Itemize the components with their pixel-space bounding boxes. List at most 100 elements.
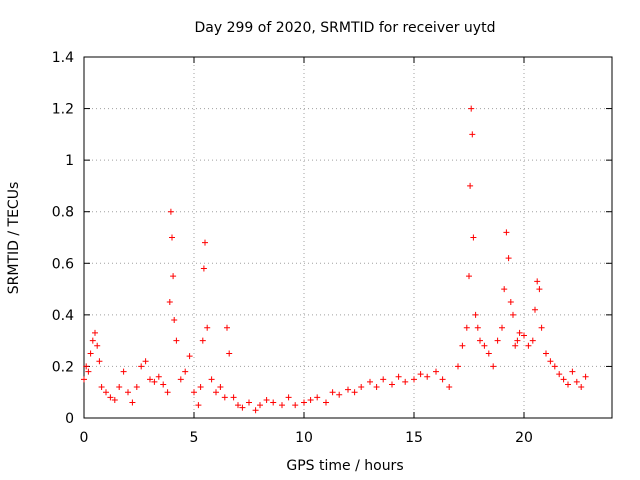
data-point [87,350,94,357]
data-point [543,350,549,357]
data-point [307,396,314,403]
data-point [98,384,105,391]
data-point [226,350,233,357]
data-point [83,363,90,370]
data-point [536,286,543,293]
data-point [367,378,373,385]
data-point [197,384,204,391]
data-point [182,368,189,375]
data-point [336,391,343,398]
data-point [195,402,202,409]
data-point [213,389,219,396]
x-tick-label: 5 [190,430,199,446]
y-tick-label: 1.4 [52,50,74,66]
axis-ticks [83,56,612,419]
data-point [246,399,252,406]
data-point [490,363,497,370]
data-point [170,273,177,280]
data-point [373,384,380,391]
data-point [503,229,510,236]
data-point [525,342,532,349]
data-point [380,376,387,383]
data-point [129,399,136,406]
data-point [551,363,558,370]
data-point [270,399,277,406]
data-point [389,381,395,388]
data-point [351,389,358,396]
data-point [239,404,246,411]
data-point [455,363,461,370]
data-point [499,324,505,331]
data-point [217,384,224,391]
data-point [120,368,127,375]
data-point [94,342,101,349]
y-tick-label: 1 [65,153,74,169]
data-point [191,389,197,396]
data-point [202,239,208,246]
data-point [173,337,180,344]
x-tick-label: 10 [295,430,313,446]
y-tick-label: 0.4 [52,308,74,324]
data-point [560,376,567,383]
data-point [395,373,402,380]
data-point [111,396,118,403]
data-point [505,255,512,262]
data-point [514,337,521,344]
data-point [507,298,514,305]
data-point [89,337,96,344]
data-point [252,407,259,414]
data-point [538,324,545,331]
data-point [169,234,175,241]
data-point [155,373,162,380]
x-tick-label: 15 [405,430,423,446]
data-point [547,358,554,365]
data-point [138,363,145,370]
data-point [177,376,184,383]
y-tick-label: 0.8 [52,205,74,221]
data-point [96,358,103,365]
data-point [81,376,87,383]
data-point [301,399,307,406]
data-point [556,371,563,378]
data-point [263,396,270,403]
data-point [345,386,351,393]
data-point [235,402,241,409]
data-point [411,376,417,383]
data-point [573,378,580,385]
data-point [358,384,365,391]
data-point [85,368,92,375]
data-point [481,342,488,349]
data-point [582,373,589,380]
data-point [494,337,501,344]
data-point [510,311,516,318]
data-point [323,399,329,406]
y-tick-label: 0.2 [52,359,74,375]
data-point [167,208,174,215]
data-point [208,376,215,383]
data-point [439,376,446,383]
data-point [469,131,476,138]
data-point [285,394,292,401]
data-point [466,273,472,280]
data-point [204,324,211,331]
data-point [521,332,527,339]
data-point [463,324,470,331]
data-point [230,394,237,401]
data-point [314,394,321,401]
data-point [485,350,492,357]
data-point [417,371,424,378]
data-point [424,373,431,380]
y-tick-label: 0 [65,411,74,427]
data-point [329,389,336,396]
data-point [565,381,571,388]
data-point [477,337,483,344]
y-tick-labels: 0 0.2 0.4 0.6 0.8 1 1.2 1.4 [52,50,74,427]
data-point [470,234,477,241]
data-point [279,402,285,409]
data-point [200,265,207,272]
data-point [142,358,149,365]
data-point [107,394,114,401]
data-point [257,402,263,409]
chart-title: Day 299 of 2020, SRMTID for receiver uyt… [195,20,496,36]
